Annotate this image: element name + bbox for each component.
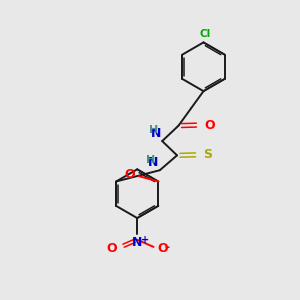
Text: O: O [106, 242, 117, 255]
Text: Cl: Cl [200, 29, 211, 39]
Text: S: S [203, 148, 212, 161]
Text: N: N [132, 236, 142, 249]
Text: -: - [164, 241, 169, 254]
Text: H: H [148, 125, 158, 135]
Text: O: O [124, 169, 135, 182]
Text: O: O [204, 118, 215, 131]
Text: H: H [146, 155, 155, 165]
Text: +: + [141, 235, 149, 245]
Text: O: O [157, 242, 168, 255]
Text: N: N [148, 156, 159, 169]
Text: N: N [151, 127, 161, 140]
